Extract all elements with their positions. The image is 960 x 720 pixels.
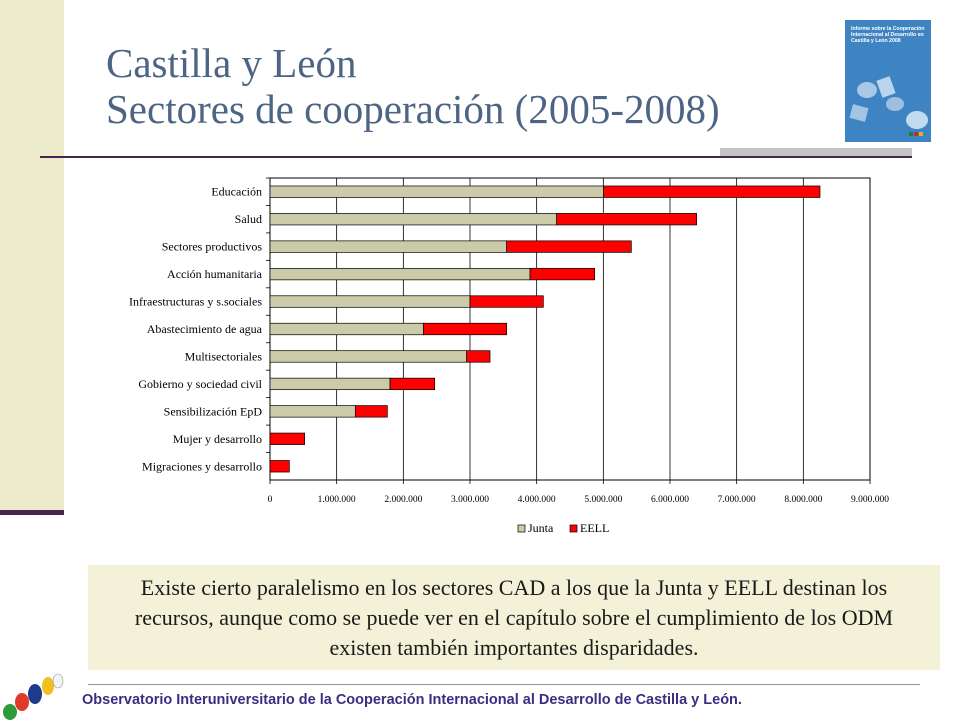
footer-text: Observatorio Interuniversitario de la Co…: [82, 692, 742, 708]
bar-junta: [269, 405, 356, 418]
category-label: Abastecimiento de agua: [147, 322, 263, 336]
legend-swatch-eell: [569, 524, 578, 533]
bar-eell: [354, 405, 388, 418]
x-tick-label: 7.000.000: [718, 495, 756, 505]
bar-eell: [269, 460, 290, 473]
legend-swatch-junta: [517, 524, 526, 533]
x-tick-label: 0: [268, 495, 273, 505]
cover-graphic: [849, 76, 928, 136]
x-tick-label: 3.000.000: [451, 495, 489, 505]
x-tick-label: 2.000.000: [384, 495, 422, 505]
bar-eell: [602, 185, 821, 198]
bar-junta: [269, 350, 468, 363]
bar-eell: [469, 295, 544, 308]
legend-label-junta: Junta: [528, 521, 554, 535]
x-tick-label: 8.000.000: [784, 495, 822, 505]
category-label: Migraciones y desarrollo: [142, 459, 262, 473]
bar-junta: [269, 213, 558, 226]
category-label: Educación: [211, 185, 262, 199]
sector-chart: 0 1.000.000 2.000.000 3.000.000 4.000.000 5.0…: [80, 172, 900, 542]
chart-svg: 0 1.000.000 2.000.000 3.000.000 4.000.000 5.0…: [129, 177, 889, 535]
category-label: Sectores productivos: [162, 240, 263, 254]
x-tick-label: 5.000.000: [584, 495, 622, 505]
category-label: Infraestructuras y s.sociales: [129, 295, 262, 309]
left-decor-bar: [0, 0, 64, 512]
title-line-2: Sectores de cooperación (2005-2008): [106, 86, 720, 132]
category-label: Gobierno y sociedad civil: [138, 377, 262, 391]
title-line-1: Castilla y León: [106, 40, 357, 86]
report-cover-image: Informe sobre la Cooperación Internacion…: [845, 20, 931, 142]
report-cover-title: Informe sobre la Cooperación Internacion…: [851, 26, 925, 44]
bar-junta: [269, 322, 424, 336]
title-accent-bar: [720, 148, 912, 158]
x-tick-label: 6.000.000: [651, 495, 689, 505]
bar-junta: [269, 377, 391, 391]
bar-eell: [529, 267, 596, 281]
legend-label-eell: EELL: [580, 521, 609, 535]
observatory-logo: [3, 673, 64, 720]
commentary-box: Existe cierto paralelismo en los sectore…: [88, 565, 940, 670]
bar-junta: [269, 240, 508, 253]
category-label: Multisectoriales: [185, 349, 263, 363]
category-label: Acción humanitaria: [167, 267, 263, 281]
bar-eell: [466, 350, 491, 363]
x-tick-label: 4.000.000: [518, 495, 556, 505]
title-underline: [40, 156, 912, 158]
bar-junta: [269, 295, 471, 308]
x-tick-label: 9.000.000: [851, 495, 889, 505]
slide-title: Castilla y León Sectores de cooperación …: [106, 40, 720, 132]
bar-eell: [556, 213, 698, 226]
bar-junta: [269, 267, 531, 281]
bar-junta: [269, 185, 604, 198]
footer-rule: [88, 684, 920, 685]
x-tick-label: 1.000.000: [318, 495, 356, 505]
category-label: Mujer y desarrollo: [173, 432, 262, 446]
bar-eell: [389, 377, 436, 391]
bar-eell: [269, 432, 306, 445]
left-decor-bar-foot: [0, 510, 64, 515]
bar-eell: [506, 240, 632, 253]
category-label: Sensibilización EpD: [164, 404, 263, 418]
bar-eell: [422, 322, 508, 336]
category-label: Salud: [235, 212, 262, 226]
